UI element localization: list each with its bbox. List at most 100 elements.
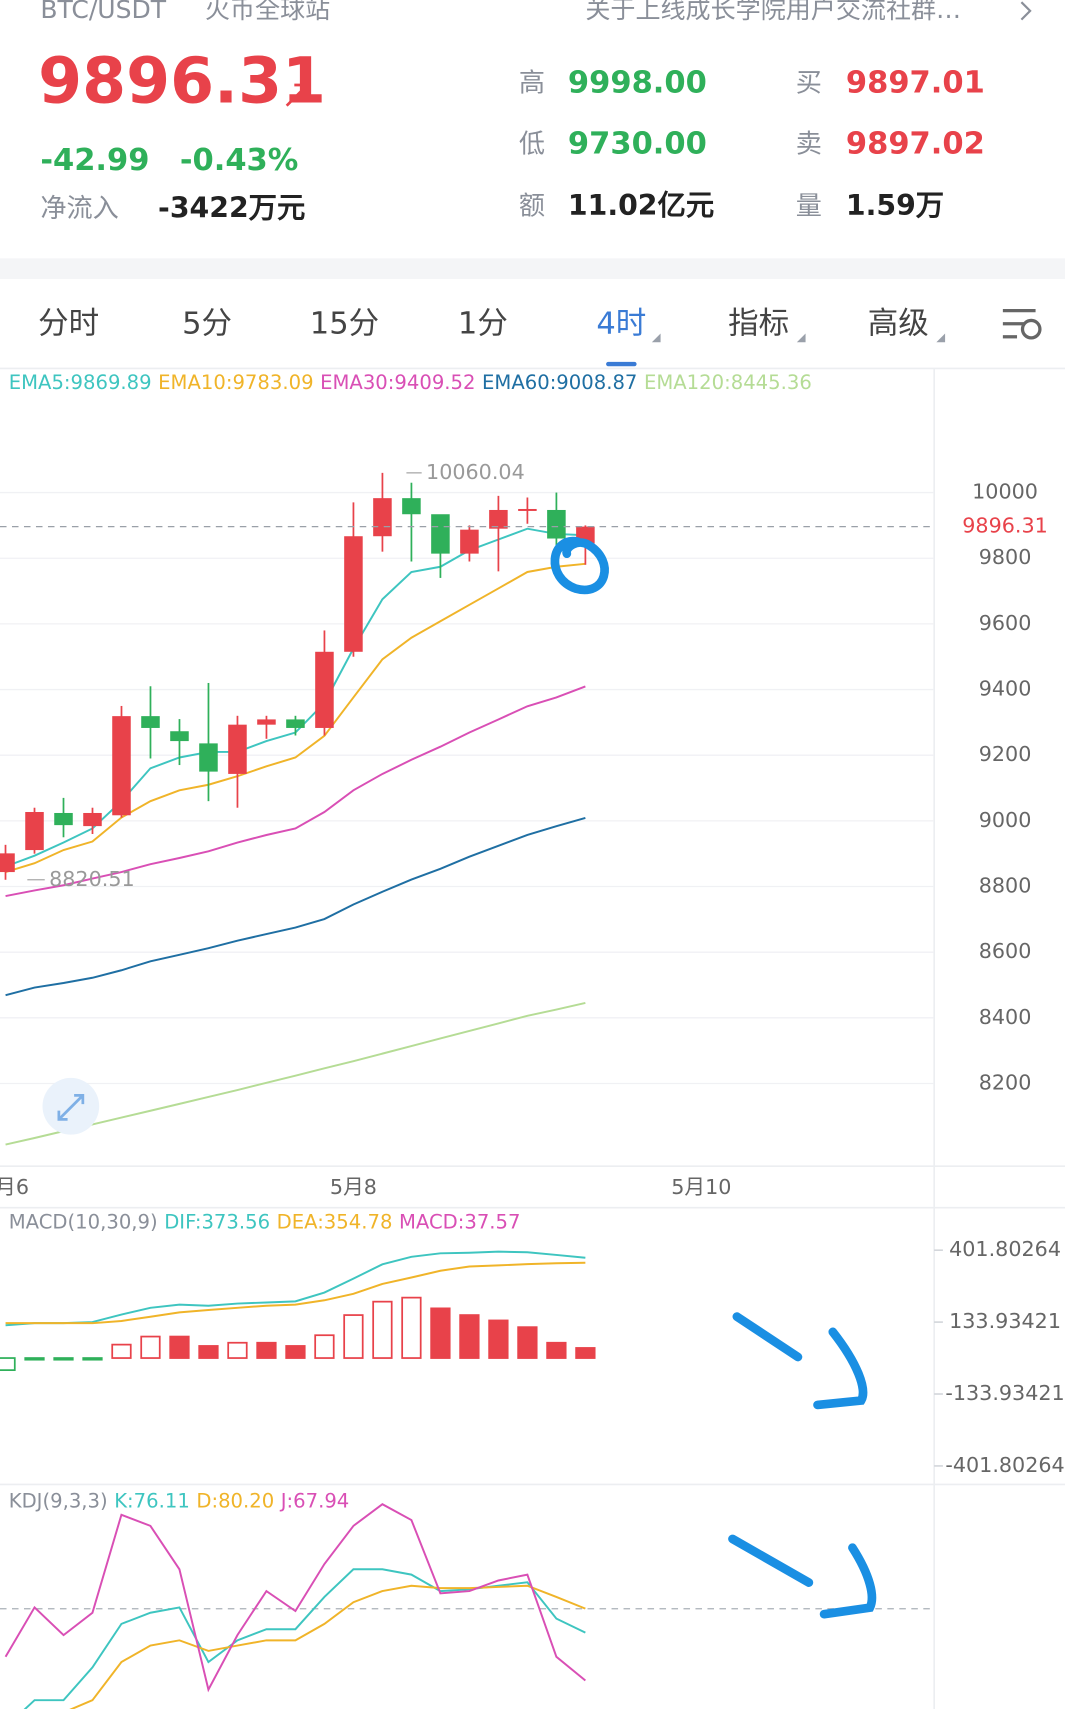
header: BTC/USDT 火币全球站 关于上线成长学院用户交流社群… 9896.31 -…	[38, 0, 1032, 224]
tab[interactable]: 1分	[458, 306, 508, 341]
current-price-box	[944, 512, 1060, 541]
candle-body	[54, 812, 73, 826]
legend-entry: MACD(10,30,9)	[9, 1210, 158, 1233]
inflow-label: 净流入	[40, 194, 118, 224]
stat-value: 9730.00	[568, 126, 707, 161]
indicator-line	[5, 685, 586, 897]
indicator-line	[23, 1568, 586, 1709]
stat-label: 低	[519, 129, 545, 159]
legend-entry: MACD:37.57	[399, 1210, 521, 1233]
candle-body	[228, 724, 247, 774]
stat-label: 额	[519, 192, 545, 222]
y-tick-label: 8200	[979, 1070, 1032, 1094]
macd-bar	[111, 1343, 132, 1359]
y-tick-label: 9800	[979, 545, 1032, 569]
last-price: 9896.31	[38, 44, 326, 118]
candle-body	[431, 514, 450, 554]
tab[interactable]: 指标	[728, 306, 789, 341]
settings-icon[interactable]	[1002, 308, 1042, 340]
macd-bar	[285, 1345, 306, 1359]
macd-bar	[488, 1319, 509, 1359]
indicator-line	[5, 1250, 586, 1327]
exchange: 火币全球站	[205, 0, 330, 24]
stat-value: 9897.02	[846, 126, 985, 161]
candle-body	[518, 508, 537, 511]
candle-body	[460, 529, 479, 554]
y-tick-label: -401.80264	[945, 1453, 1064, 1477]
candle-body	[141, 716, 160, 728]
macd-bar	[430, 1307, 451, 1359]
min-label: 8820.51	[49, 867, 135, 891]
y-tick-label: 9200	[979, 742, 1032, 766]
pair: BTC/USDT	[40, 0, 166, 24]
divider-band	[0, 258, 1065, 280]
macd-bar	[24, 1357, 45, 1361]
arrow-stroke	[732, 1312, 803, 1362]
legend-entry: J:67.94	[279, 1489, 350, 1512]
tab-underline	[606, 361, 637, 367]
notice[interactable]: 关于上线成长学院用户交流社群…	[585, 0, 961, 24]
indicator-line	[5, 562, 586, 873]
arrow-stroke	[728, 1534, 814, 1587]
macd-bar	[0, 1357, 16, 1372]
y-tick-label: 401.80264	[949, 1237, 1061, 1261]
current-price-label: 9896.31	[962, 514, 1048, 538]
stat-value: 9998.00	[568, 65, 707, 100]
max-label: 10060.04	[426, 460, 525, 484]
macd-bar	[82, 1357, 103, 1361]
macd-bar	[372, 1300, 393, 1359]
tab[interactable]: 分时	[38, 306, 99, 341]
tab[interactable]: 高级	[868, 306, 929, 341]
stat-value: 1.59万	[846, 189, 944, 222]
chevron[interactable]	[1020, 1, 1032, 21]
stat-label: 卖	[796, 129, 822, 159]
candle-body	[402, 498, 421, 515]
x-tick-label: 5月10	[671, 1175, 731, 1199]
y-tick-label: 9000	[979, 808, 1032, 832]
candle-body	[0, 853, 15, 873]
inflow: -3422万元	[158, 191, 305, 224]
macd-bar	[314, 1334, 335, 1359]
y-tick-label: 10000	[972, 480, 1038, 504]
stat-value: 11.02亿元	[568, 189, 714, 222]
indicator-line	[69, 1584, 586, 1709]
y-tick-label: 9400	[979, 677, 1032, 701]
charts: EMA5:9869.89 EMA10:9783.09 EMA30:9409.52 EM…	[0, 371, 1065, 1709]
candle-body	[547, 509, 566, 539]
macd-bar	[140, 1335, 161, 1359]
legend-entry: D:80.20	[196, 1489, 274, 1512]
macd-bar	[169, 1335, 190, 1359]
candle-body	[257, 719, 276, 725]
indicator-line	[5, 1001, 586, 1146]
tab[interactable]: 15分	[310, 306, 379, 341]
macd-bar	[575, 1347, 596, 1359]
arrow-head	[813, 1327, 868, 1410]
y-tick-label: 133.93421	[949, 1309, 1061, 1333]
y-tick-label: 8400	[979, 1005, 1032, 1029]
legend-entry: EMA30:9409.52	[320, 371, 475, 394]
legend-entry: EMA5:9869.89	[9, 371, 152, 394]
y-tick-label: 8600	[979, 939, 1032, 963]
stat-label: 高	[519, 68, 545, 98]
candle-body	[83, 812, 102, 827]
candle-body	[170, 731, 189, 742]
macd-bar	[401, 1296, 422, 1359]
stat-label: 量	[796, 192, 822, 222]
y-tick-label: -133.93421	[945, 1381, 1064, 1405]
tab[interactable]: 5分	[182, 306, 232, 341]
candle-body	[286, 719, 305, 728]
stat-value: 9897.01	[846, 65, 985, 100]
legend-entry: EMA10:9783.09	[158, 371, 313, 394]
macd-bar	[517, 1326, 538, 1359]
expand-button[interactable]	[42, 1077, 100, 1135]
arrow-head	[819, 1543, 877, 1619]
tab[interactable]: 4时	[596, 306, 646, 341]
indicator-line	[5, 817, 586, 997]
candle-body	[25, 811, 44, 851]
x-tick-label: 5月6	[0, 1175, 29, 1199]
macd-bar	[227, 1341, 248, 1359]
change: -42.99	[40, 143, 149, 178]
indicator-line	[4, 1503, 586, 1693]
